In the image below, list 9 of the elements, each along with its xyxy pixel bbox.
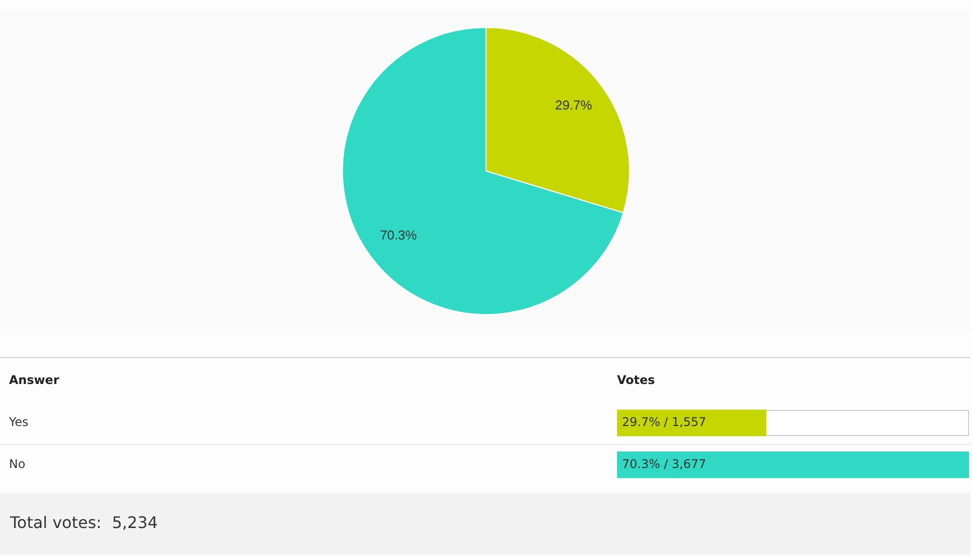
- text: Total votes: 5,234: [10, 513, 158, 532]
- y-tick-label: No: [9, 456, 26, 471]
- data-label: 70.3% / 3,677: [622, 456, 706, 471]
- x-axis-title: Votes: [617, 373, 655, 388]
- data-label: 29.7% / 1,557: [622, 415, 706, 430]
- y-axis-title: Answer: [9, 373, 60, 388]
- data-label: 29.7%: [555, 98, 592, 113]
- y-tick-label: Yes: [8, 415, 28, 430]
- data-label: 70.3%: [380, 228, 418, 243]
